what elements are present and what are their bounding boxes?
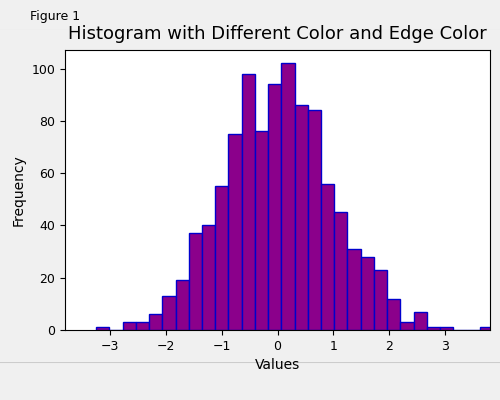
- Bar: [122, 322, 136, 330]
- Bar: [162, 296, 175, 330]
- Bar: [480, 327, 493, 330]
- Bar: [294, 105, 308, 330]
- Bar: [149, 314, 162, 330]
- Bar: [189, 233, 202, 330]
- Bar: [268, 84, 281, 330]
- X-axis label: Values: Values: [255, 358, 300, 372]
- Text: Figure 1: Figure 1: [30, 10, 80, 23]
- Bar: [228, 134, 241, 330]
- Bar: [374, 270, 387, 330]
- Bar: [334, 212, 347, 330]
- Bar: [136, 322, 149, 330]
- Bar: [202, 226, 215, 330]
- Bar: [96, 327, 110, 330]
- Bar: [400, 322, 413, 330]
- Bar: [414, 312, 427, 330]
- Bar: [176, 280, 189, 330]
- Bar: [216, 186, 228, 330]
- Bar: [440, 327, 454, 330]
- Bar: [308, 110, 321, 330]
- Bar: [282, 63, 294, 330]
- Bar: [387, 299, 400, 330]
- Bar: [242, 74, 255, 330]
- Bar: [255, 131, 268, 330]
- Title: Histogram with Different Color and Edge Color: Histogram with Different Color and Edge …: [68, 25, 487, 43]
- Bar: [360, 257, 374, 330]
- Y-axis label: Frequency: Frequency: [12, 154, 26, 226]
- Bar: [427, 327, 440, 330]
- Bar: [348, 249, 360, 330]
- Bar: [321, 184, 334, 330]
